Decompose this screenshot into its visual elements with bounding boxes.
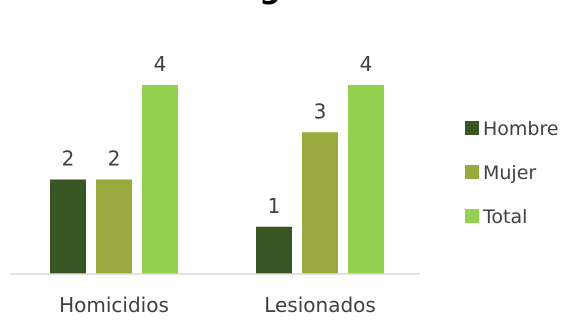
chart-title: g bbox=[259, 0, 280, 6]
legend-swatch-mujer bbox=[465, 165, 479, 179]
bar-homicidios-mujer bbox=[96, 179, 132, 274]
category-label-homicidios: Homicidios bbox=[59, 293, 169, 317]
legend: Hombre Mujer Total bbox=[465, 118, 559, 228]
bar-homicidios-hombre bbox=[50, 179, 86, 274]
bar-lesionados-total bbox=[348, 85, 384, 274]
legend-label-hombre: Hombre bbox=[483, 118, 559, 140]
bars-group bbox=[50, 85, 384, 274]
category-labels-group: Homicidios Lesionados bbox=[59, 293, 376, 317]
bar-lesionados-mujer bbox=[302, 132, 338, 274]
bar-lesionados-hombre bbox=[256, 226, 292, 274]
bar-homicidios-total bbox=[142, 85, 178, 274]
category-label-lesionados: Lesionados bbox=[264, 293, 376, 317]
data-labels-group: 2 2 4 1 3 4 bbox=[62, 52, 373, 218]
data-label-lesionados-mujer: 3 bbox=[314, 99, 327, 123]
legend-swatch-hombre bbox=[465, 121, 479, 135]
data-label-homicidios-hombre: 2 bbox=[62, 147, 75, 171]
data-label-homicidios-mujer: 2 bbox=[108, 147, 121, 171]
data-label-homicidios-total: 4 bbox=[154, 52, 167, 76]
legend-label-total: Total bbox=[482, 206, 527, 228]
legend-swatch-total bbox=[465, 209, 479, 223]
data-label-lesionados-total: 4 bbox=[360, 52, 373, 76]
data-label-lesionados-hombre: 1 bbox=[268, 194, 281, 218]
legend-label-mujer: Mujer bbox=[483, 162, 536, 184]
